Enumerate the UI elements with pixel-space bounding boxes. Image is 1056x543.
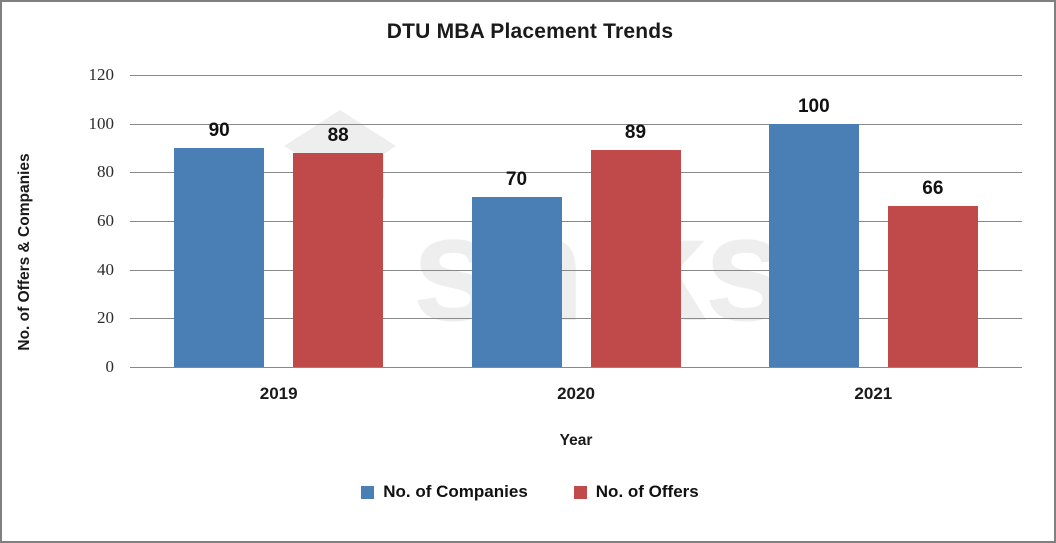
bar-no-of-companies-2021[interactable] xyxy=(768,123,859,367)
y-tick-label: 120 xyxy=(88,65,115,84)
bar-no-of-offers-2019[interactable] xyxy=(293,152,384,367)
bar-value-label: 89 xyxy=(624,122,647,144)
legend-swatch-icon xyxy=(361,485,375,499)
legend-item-no-of-offers[interactable]: No. of Offers xyxy=(573,482,699,502)
gridline xyxy=(130,172,1022,174)
x-tick-label-2019: 2019 xyxy=(259,384,298,403)
x-axis-title: Year xyxy=(559,432,593,449)
x-tick-label-2021: 2021 xyxy=(854,384,893,403)
y-tick-label: 80 xyxy=(97,162,114,182)
gridline xyxy=(130,123,1022,125)
x-axis-line xyxy=(130,367,1022,368)
bar-value-label: 100 xyxy=(797,95,830,117)
gridline xyxy=(130,75,1022,76)
gridline xyxy=(130,269,1022,271)
bar-no-of-offers-2020[interactable] xyxy=(590,150,681,367)
chart-title: DTU MBA Placement Trends xyxy=(386,20,674,43)
y-tick-label: 100 xyxy=(88,113,115,133)
bar-value-label: 70 xyxy=(505,168,528,190)
legend-swatch-icon xyxy=(573,485,587,499)
bar-value-label: 88 xyxy=(327,124,349,146)
bar-no-of-companies-2019[interactable] xyxy=(174,148,265,367)
gridline xyxy=(130,318,1022,320)
bar-value-label: 66 xyxy=(922,178,944,200)
bar-value-label: 90 xyxy=(208,120,230,141)
y-tick-label: 60 xyxy=(97,211,114,230)
y-tick-label: 20 xyxy=(97,308,114,328)
y-tick-label: 0 xyxy=(105,357,115,376)
legend-label: No. of Companies xyxy=(383,482,528,501)
chart-legend: No. of Companies No. of Offers xyxy=(2,482,1054,502)
y-tick-label: 40 xyxy=(97,259,114,279)
y-axis-ticks: 0 20 40 60 80 100 120 xyxy=(2,65,115,376)
bar-no-of-companies-2020[interactable] xyxy=(471,196,562,367)
bar-no-of-offers-2021[interactable] xyxy=(887,206,978,367)
legend-label: No. of Offers xyxy=(595,482,699,501)
x-tick-label-2020: 2020 xyxy=(557,384,595,403)
plot-area xyxy=(130,75,1022,368)
legend-item-no-of-companies[interactable]: No. of Companies xyxy=(361,482,528,502)
gridline xyxy=(130,221,1022,222)
